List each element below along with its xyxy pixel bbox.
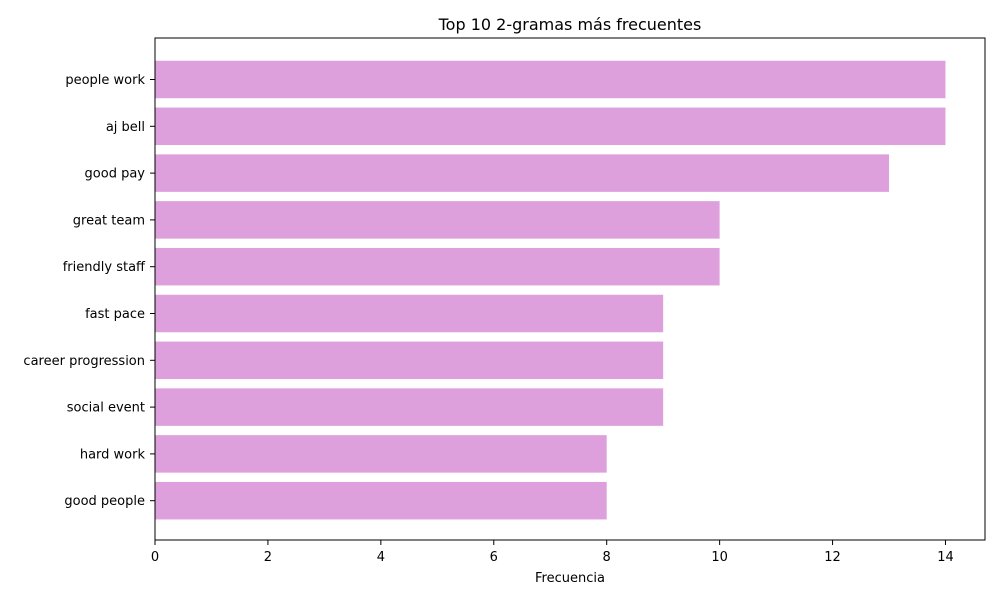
x-tick-label: 10 — [711, 550, 728, 565]
x-tick-label: 12 — [824, 550, 841, 565]
x-tick-label: 6 — [490, 550, 498, 565]
y-tick-label: people work — [65, 73, 145, 88]
x-tick-label: 2 — [264, 550, 272, 565]
x-axis-label: Frecuencia — [535, 571, 605, 586]
bar — [155, 60, 946, 99]
y-tick-label: good people — [64, 494, 145, 509]
x-tick-label: 0 — [151, 550, 159, 565]
bar — [155, 107, 946, 146]
x-tick-label: 14 — [937, 550, 954, 565]
y-tick-label: hard work — [80, 447, 146, 462]
bar — [155, 435, 607, 473]
bar — [155, 294, 664, 333]
bar — [155, 481, 607, 520]
x-axis-ticks: 0 2 4 6 8 10 12 14 — [151, 540, 954, 565]
y-tick-label: aj bell — [106, 120, 145, 135]
y-tick-label: career progression — [23, 354, 145, 369]
bar — [155, 388, 664, 426]
bar — [155, 247, 720, 286]
y-tick-label: friendly staff — [63, 260, 146, 275]
plot-frame — [154, 37, 986, 541]
x-tick-label: 8 — [603, 550, 611, 565]
bar — [155, 201, 720, 239]
y-axis-ticks: people work aj bell good pay great team frie… — [23, 73, 155, 509]
bars-group — [155, 60, 946, 520]
y-tick-label: great team — [73, 213, 145, 228]
bar — [155, 341, 664, 380]
y-tick-label: good pay — [85, 167, 146, 182]
y-tick-label: social event — [67, 401, 145, 416]
x-tick-label: 4 — [377, 550, 385, 565]
bar — [155, 154, 890, 192]
y-tick-label: fast pace — [85, 307, 145, 322]
chart-title: Top 10 2-gramas más frecuentes — [438, 15, 702, 34]
